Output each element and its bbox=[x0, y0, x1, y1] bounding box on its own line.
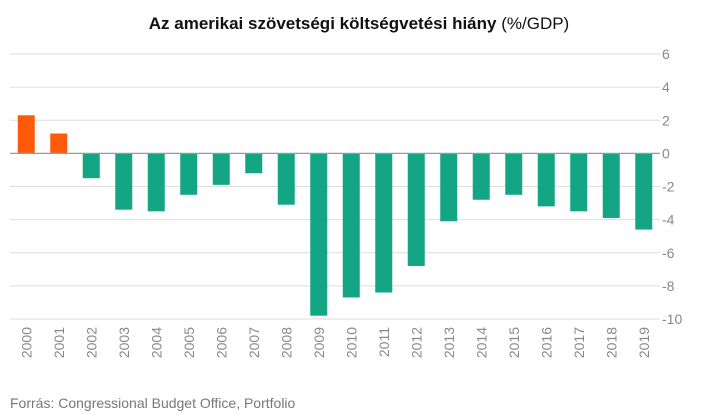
bar bbox=[115, 153, 133, 210]
x-tick-label: 2012 bbox=[408, 327, 424, 358]
x-tick-label: 2009 bbox=[311, 327, 327, 358]
y-tick-label: -8 bbox=[662, 278, 675, 294]
bar bbox=[17, 115, 35, 154]
bar bbox=[180, 153, 198, 195]
bar bbox=[407, 153, 425, 266]
x-tick-label: 2003 bbox=[116, 327, 132, 358]
x-tick-label: 2005 bbox=[181, 327, 197, 358]
bar bbox=[375, 153, 393, 293]
x-tick-label: 2019 bbox=[636, 327, 652, 358]
y-tick-label: 4 bbox=[662, 79, 670, 95]
source-note: Forrás: Congressional Budget Office, Por… bbox=[10, 395, 296, 411]
bar bbox=[310, 153, 328, 316]
bar bbox=[602, 153, 620, 218]
bar bbox=[570, 153, 588, 212]
y-tick-label: -6 bbox=[662, 245, 675, 261]
y-tick-label: -4 bbox=[662, 212, 675, 228]
y-tick-label: 6 bbox=[662, 46, 670, 62]
x-tick-label: 2007 bbox=[246, 327, 262, 358]
bar bbox=[212, 153, 230, 185]
bar bbox=[147, 153, 165, 212]
bar bbox=[342, 153, 360, 298]
x-tick-label: 2001 bbox=[51, 327, 67, 358]
x-tick-label: 2016 bbox=[538, 327, 554, 358]
x-tick-label: 2000 bbox=[18, 327, 34, 358]
x-tick-label: 2013 bbox=[441, 327, 457, 358]
chart-title-main: Az amerikai szövetségi költségvetési hiá… bbox=[148, 14, 497, 33]
y-tick-label: -2 bbox=[662, 179, 675, 195]
y-tick-label: 2 bbox=[662, 112, 670, 128]
y-tick-label: -10 bbox=[662, 311, 682, 327]
x-tick-label: 2011 bbox=[376, 327, 392, 357]
x-tick-label: 2006 bbox=[213, 327, 229, 358]
bar bbox=[440, 153, 458, 222]
bar bbox=[277, 153, 295, 205]
x-tick-label: 2014 bbox=[473, 327, 489, 358]
bar bbox=[472, 153, 490, 200]
bar bbox=[635, 153, 653, 230]
y-tick-label: 0 bbox=[662, 145, 670, 161]
x-tick-label: 2004 bbox=[148, 327, 164, 358]
bar bbox=[245, 153, 263, 174]
chart-title-unit: (%/GDP) bbox=[501, 14, 570, 33]
bar bbox=[50, 133, 68, 154]
x-tick-label: 2008 bbox=[278, 327, 294, 358]
x-tick-label: 2017 bbox=[571, 327, 587, 358]
chart-title: Az amerikai szövetségi költségvetési hiá… bbox=[0, 14, 718, 34]
bar bbox=[82, 153, 100, 179]
bar bbox=[537, 153, 555, 207]
x-tick-label: 2002 bbox=[83, 327, 99, 358]
bar bbox=[505, 153, 523, 195]
x-tick-label: 2015 bbox=[506, 327, 522, 358]
x-tick-label: 2010 bbox=[343, 327, 359, 358]
x-tick-label: 2018 bbox=[603, 327, 619, 358]
